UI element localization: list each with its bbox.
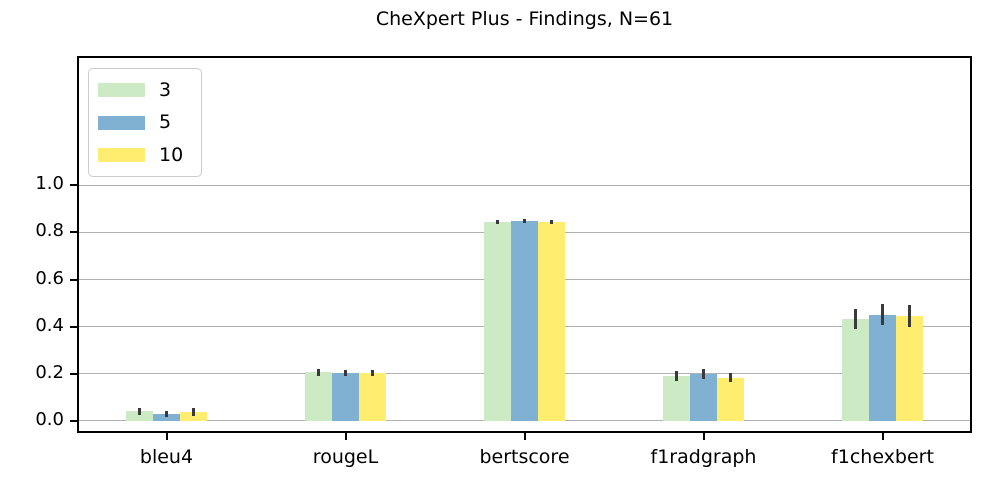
x-axis-category-label: rougeL: [312, 446, 379, 468]
x-tick-mark: [523, 433, 526, 440]
bar-f1radgraph-5: [690, 374, 717, 421]
gridline: [77, 184, 972, 187]
y-tick-mark: [70, 231, 77, 234]
legend-label: 10: [159, 143, 184, 166]
x-axis-category-label: f1chexbert: [831, 446, 934, 468]
bar-bleu4-3: [126, 411, 153, 421]
error-bar: [729, 373, 732, 383]
legend-swatch-10: [98, 148, 145, 162]
bar-rougeL-3: [305, 372, 332, 421]
error-bar: [675, 370, 678, 382]
y-axis-tick-label: 0.0: [35, 408, 64, 430]
bar-bleu4-10: [180, 412, 207, 421]
error-bar: [371, 369, 374, 376]
bar-rougeL-10: [359, 372, 386, 421]
error-bar: [702, 369, 705, 380]
legend: 3 5 10: [88, 68, 202, 177]
bar-bertscore-3: [484, 221, 511, 421]
bar-bleu4-5: [153, 413, 180, 421]
error-bar: [854, 308, 857, 330]
bar-rougeL-5: [332, 372, 359, 421]
x-axis-category-label: bertscore: [479, 446, 570, 468]
y-axis-tick-label: 0.6: [35, 267, 64, 289]
y-tick-mark: [70, 372, 77, 375]
x-tick-mark: [344, 433, 347, 440]
y-tick-mark: [70, 184, 77, 187]
error-bar: [165, 410, 168, 417]
y-axis-tick-label: 1.0: [35, 173, 64, 195]
bar-f1radgraph-3: [663, 375, 690, 421]
legend-label: 3: [159, 78, 172, 101]
legend-item: 3: [98, 74, 201, 107]
error-bar: [192, 408, 195, 416]
x-tick-mark: [881, 433, 884, 440]
error-bar: [523, 218, 526, 223]
y-axis-tick-label: 0.8: [35, 220, 64, 242]
x-axis-category-label: bleu4: [139, 446, 194, 468]
legend-swatch-3: [98, 83, 145, 97]
error-bar: [550, 219, 553, 224]
error-bar: [908, 305, 911, 327]
error-bar: [317, 369, 320, 376]
y-tick-mark: [70, 325, 77, 328]
tick-layer: 0.0 0.2 0.4 0.6 0.8 1.0 bleu4 rougeL bertscore f1…: [35, 56, 972, 468]
legend-item: 10: [98, 139, 201, 172]
x-axis-category-label: f1radgraph: [650, 446, 757, 468]
error-bar: [881, 304, 884, 326]
x-tick-mark: [165, 433, 168, 440]
legend-item: 5: [98, 106, 201, 139]
y-tick-mark: [70, 419, 77, 422]
legend-label: 5: [159, 111, 172, 133]
x-tick-mark: [702, 433, 705, 440]
legend-swatch-5: [98, 115, 145, 130]
bar-f1chexbert-3: [842, 319, 869, 421]
bar-f1chexbert-5: [869, 314, 896, 421]
bar-f1chexbert-10: [896, 315, 923, 421]
chart-title: CheXpert Plus - Findings, N=61: [375, 8, 674, 30]
error-bar: [344, 370, 347, 376]
error-bar: [496, 219, 499, 224]
y-axis-tick-label: 0.2: [35, 361, 64, 383]
bar-layer: [77, 56, 972, 433]
y-axis-tick-label: 0.4: [35, 314, 64, 336]
y-tick-mark: [70, 278, 77, 281]
bar-bertscore-5: [511, 220, 538, 421]
plot-area: 0.0 0.2 0.4 0.6 0.8 1.0 bleu4 rougeL bertscore f1…: [35, 56, 972, 468]
gridline: [77, 419, 972, 422]
bar-bertscore-10: [538, 221, 565, 421]
error-bar: [138, 407, 141, 415]
bar-f1radgraph-10: [717, 377, 744, 421]
